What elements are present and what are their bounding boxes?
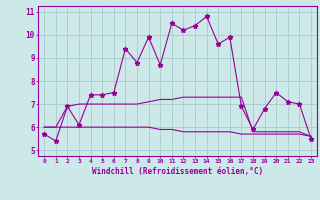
X-axis label: Windchill (Refroidissement éolien,°C): Windchill (Refroidissement éolien,°C)	[92, 167, 263, 176]
